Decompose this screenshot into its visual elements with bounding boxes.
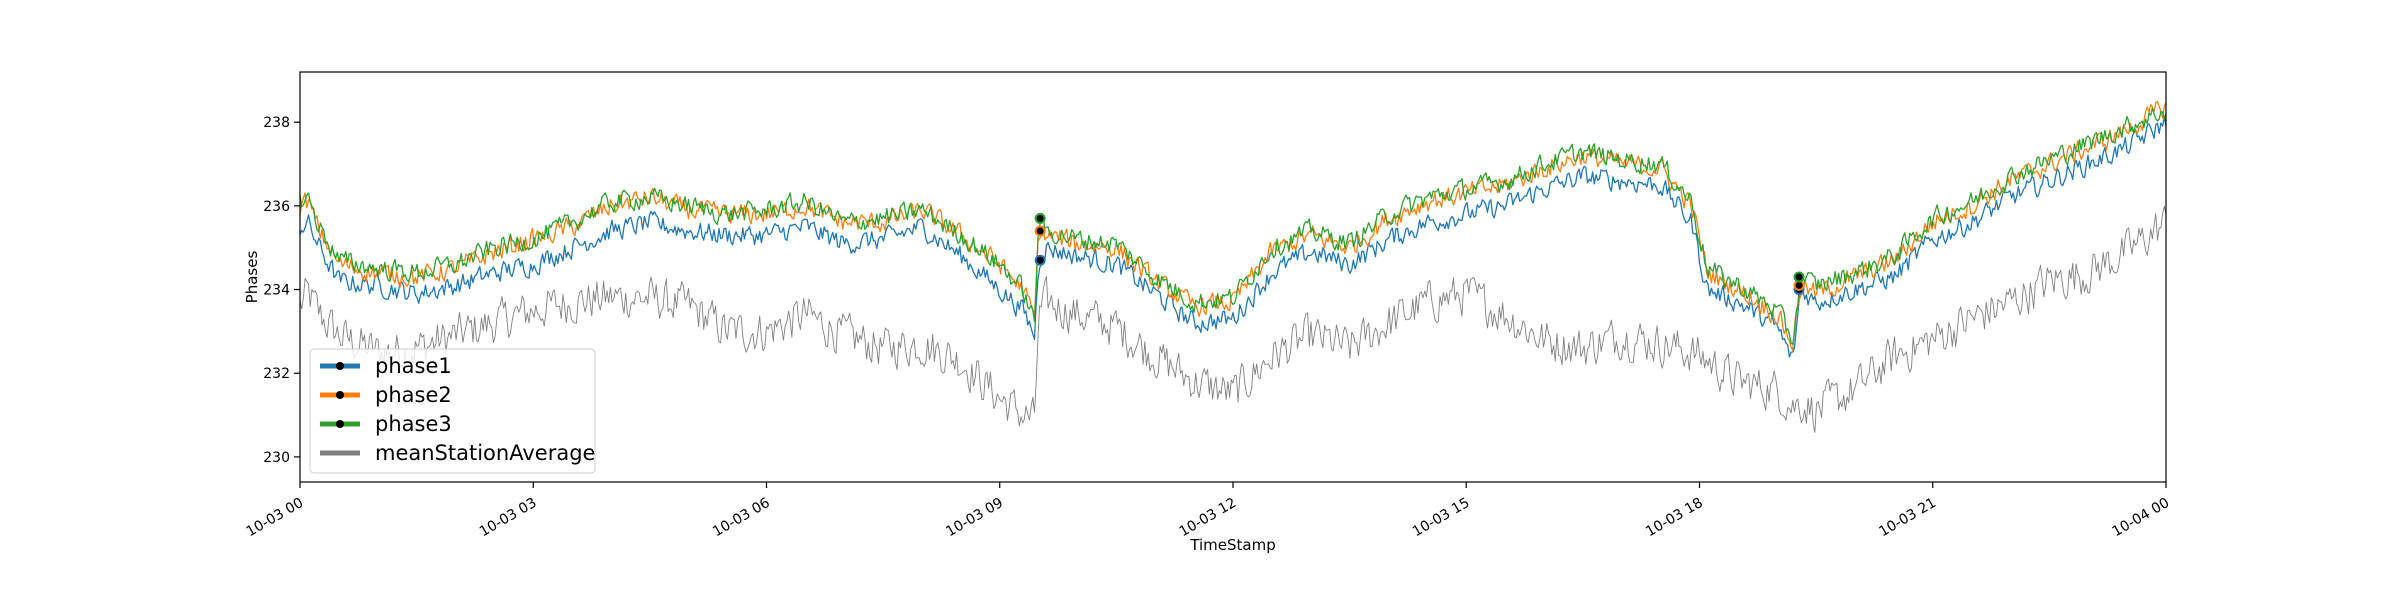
legend-marker-phase3 bbox=[336, 420, 344, 428]
series-line-phase3 bbox=[299, 107, 2167, 345]
marker-phase2-1 bbox=[1034, 225, 1046, 237]
y-tick-label: 236 bbox=[263, 199, 290, 215]
x-tick-label: 10-03 06 bbox=[710, 495, 773, 540]
legend: phase1 phase2 phase3 meanStationAverage bbox=[309, 348, 596, 474]
marker-phase3-2 bbox=[1034, 212, 1046, 224]
x-tick-label: 10-03 09 bbox=[943, 495, 1006, 540]
x-tick-label: 10-03 18 bbox=[1643, 495, 1706, 540]
series-line-phase2 bbox=[299, 100, 2167, 352]
x-tick-label: 10-03 12 bbox=[1177, 495, 1240, 540]
x-axis-label: TimeStamp bbox=[1189, 536, 1275, 554]
x-tick-label: 10-03 00 bbox=[244, 495, 307, 540]
legend-label-phase3: phase3 bbox=[375, 412, 452, 436]
x-tick-label: 10-03 15 bbox=[1410, 495, 1473, 540]
y-axis-label: Phases bbox=[243, 251, 261, 304]
y-tick-label: 234 bbox=[263, 283, 290, 299]
x-tick-label: 10-03 21 bbox=[1876, 495, 1939, 540]
legend-marker-phase1 bbox=[336, 362, 344, 370]
legend-label-phase1: phase1 bbox=[375, 354, 452, 378]
marker-phase3-5 bbox=[1793, 271, 1805, 283]
x-tick-label: 10-03 03 bbox=[477, 495, 540, 540]
y-tick-label: 238 bbox=[263, 115, 290, 131]
x-tick-label: 10-04 00 bbox=[2110, 495, 2173, 540]
x-axis-ticks: 10-03 00 10-03 03 10-03 06 10-03 09 10-03 12… bbox=[244, 482, 2173, 540]
y-axis-ticks: 230 232 234 236 238 bbox=[263, 115, 300, 466]
series-line-phase1 bbox=[299, 115, 2167, 358]
series-layer bbox=[299, 100, 2167, 433]
y-tick-label: 232 bbox=[263, 366, 290, 382]
legend-marker-phase2 bbox=[336, 391, 344, 399]
legend-box bbox=[309, 348, 596, 474]
marker-layer bbox=[1034, 212, 1805, 296]
series-line-meanStationAverage bbox=[299, 205, 2167, 433]
marker-phase1-0 bbox=[1034, 254, 1046, 266]
legend-label-phase2: phase2 bbox=[375, 383, 452, 407]
y-tick-label: 230 bbox=[263, 450, 290, 466]
legend-label-meanStationAverage: meanStationAverage bbox=[375, 441, 595, 465]
